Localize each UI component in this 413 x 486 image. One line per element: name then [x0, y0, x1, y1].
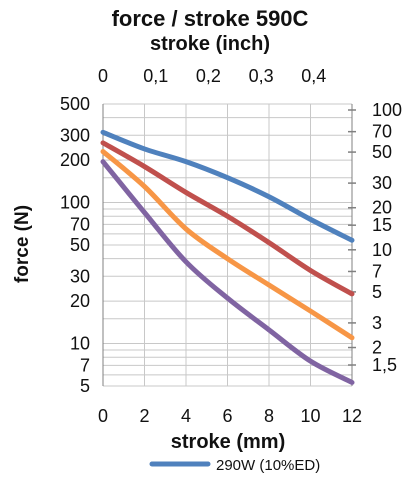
x-tick-label: 4 — [181, 406, 191, 426]
chart-title: force / stroke 590C — [112, 6, 309, 31]
y-tick-label: 200 — [60, 150, 90, 170]
y2-tick-label: 50 — [372, 142, 392, 162]
x2-axis-title: stroke (inch) — [150, 33, 270, 55]
x2-tick-label: 0,3 — [249, 66, 274, 86]
y-tick-label: 30 — [70, 266, 90, 286]
y-tick-label: 300 — [60, 125, 90, 145]
y-tick-label: 500 — [60, 94, 90, 114]
x-tick-label: 6 — [222, 406, 232, 426]
series-line-4 — [100, 159, 355, 385]
y-tick-label: 20 — [70, 291, 90, 311]
x-tick-label: 12 — [342, 406, 362, 426]
series-line-3 — [100, 149, 355, 341]
y2-tick-label: 3 — [372, 313, 382, 333]
y-tick-label: 50 — [70, 235, 90, 255]
y-tick-label: 7 — [80, 355, 90, 375]
x-tick-label: 2 — [139, 406, 149, 426]
y2-tick-label: 7 — [372, 261, 382, 281]
x2-tick-label: 0,2 — [196, 66, 221, 86]
y2-tick-label: 2 — [372, 338, 382, 358]
x-tick-label: 10 — [300, 406, 320, 426]
y2-tick-label: 5 — [372, 282, 382, 302]
y-tick-label: 70 — [70, 214, 90, 234]
y-tick-label: 5 — [80, 376, 90, 396]
y2-tick-label: 1,5 — [372, 355, 397, 375]
x2-tick-label: 0,1 — [143, 66, 168, 86]
y2-tick-label: 70 — [372, 122, 392, 142]
x-tick-label: 0 — [98, 406, 108, 426]
x2-tick-label: 0 — [98, 66, 108, 86]
y2-tick-label: 20 — [372, 198, 392, 218]
y2-tick-label: 100 — [372, 100, 402, 120]
series-line-1 — [100, 129, 355, 243]
y-tick-label: 100 — [60, 193, 90, 213]
y-tick-label: 10 — [70, 334, 90, 354]
x-axis-title: stroke (mm) — [171, 431, 285, 453]
y2-tick-label: 30 — [372, 173, 392, 193]
x2-tick-label: 0,4 — [301, 66, 326, 86]
y2-tick-label: 15 — [372, 215, 392, 235]
y2-tick-label: 10 — [372, 240, 392, 260]
legend-label: 290W (10%ED) — [216, 457, 320, 474]
series-line-2 — [100, 140, 355, 297]
x-tick-label: 8 — [264, 406, 274, 426]
y-axis-title: force (N) — [12, 205, 33, 283]
